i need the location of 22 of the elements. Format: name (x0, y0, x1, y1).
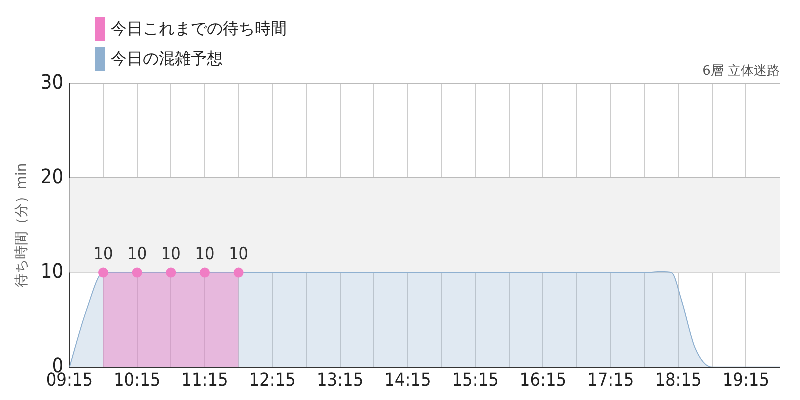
y-tick-label: 30 (40, 70, 64, 94)
x-tick-label: 10:15 (114, 370, 161, 391)
legend-label: 今日の混雑予想 (111, 48, 223, 70)
data-label: 10 (94, 244, 114, 265)
x-tick-label: 12:15 (249, 370, 296, 391)
y-tick-label: 10 (40, 259, 64, 284)
data-label: 10 (229, 244, 249, 265)
x-tick-label: 18:15 (655, 370, 702, 391)
data-label: 10 (128, 244, 148, 265)
x-tick-label: 17:15 (588, 370, 634, 391)
y-axis-title: 待ち時間（分）min (14, 163, 30, 288)
data-label: 10 (195, 244, 215, 265)
legend-label: 今日これまでの待ち時間 (111, 18, 287, 40)
data-label: 10 (161, 244, 181, 265)
x-tick-label: 16:15 (520, 370, 567, 391)
x-tick-label: 19:15 (722, 370, 770, 391)
chart-title: 6層 立体迷路 (702, 63, 780, 80)
x-tick-label: 11:15 (182, 370, 228, 391)
x-tick-label: 14:15 (384, 370, 432, 391)
x-tick-label: 13:15 (316, 370, 364, 391)
x-tick-label: 15:15 (452, 370, 499, 391)
y-tick-label: 20 (40, 164, 64, 188)
